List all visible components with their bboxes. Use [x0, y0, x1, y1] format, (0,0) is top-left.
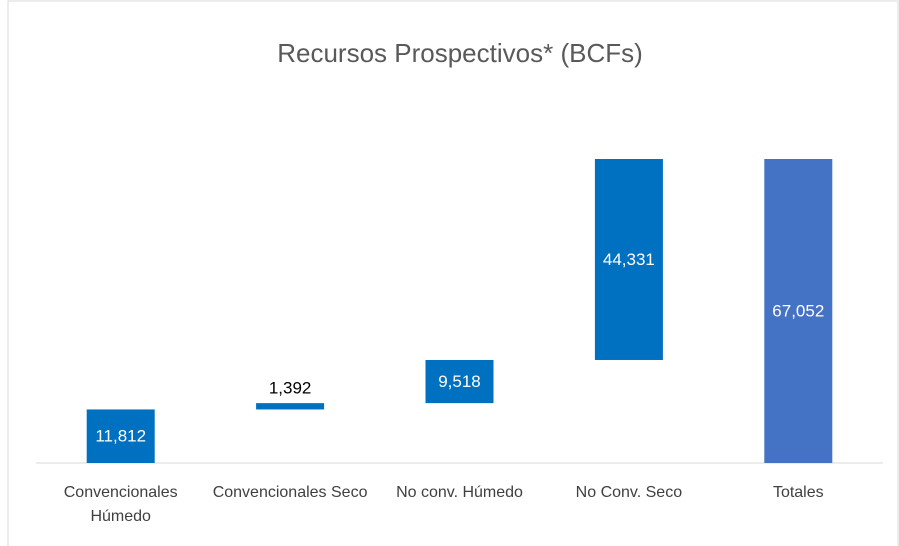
data-label: 11,812 [95, 427, 146, 446]
bar [425, 359, 494, 404]
bar [764, 159, 833, 464]
bar [86, 409, 155, 463]
data-label: 1,392 [269, 379, 312, 398]
bar [256, 403, 325, 410]
chart-frame [7, 0, 899, 546]
x-tick-label: Convencionales Húmedo [63, 484, 178, 525]
bar [594, 159, 663, 360]
data-label: 9,518 [438, 372, 481, 391]
x-tick-label: Totales [772, 484, 824, 501]
data-label: 44,331 [603, 250, 655, 269]
data-label: 67,052 [772, 301, 824, 320]
x-tick-label: No conv. Húmedo [396, 484, 523, 501]
chart-title: Recursos Prospectivos* (BCFs) [277, 38, 643, 68]
x-tick-label: Convencionales Seco [212, 484, 368, 501]
x-tick-label: No Conv. Seco [575, 484, 683, 501]
